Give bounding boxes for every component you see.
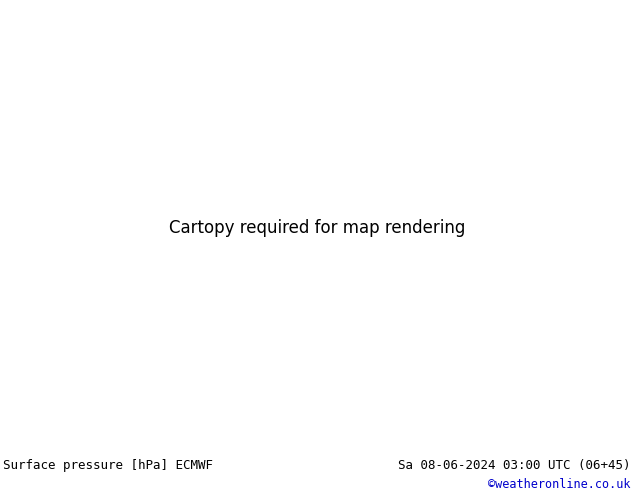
- Text: Surface pressure [hPa] ECMWF: Surface pressure [hPa] ECMWF: [3, 460, 213, 472]
- Text: Sa 08-06-2024 03:00 UTC (06+45): Sa 08-06-2024 03:00 UTC (06+45): [398, 460, 631, 472]
- Text: Cartopy required for map rendering: Cartopy required for map rendering: [169, 219, 465, 237]
- Text: ©weatheronline.co.uk: ©weatheronline.co.uk: [488, 478, 631, 490]
